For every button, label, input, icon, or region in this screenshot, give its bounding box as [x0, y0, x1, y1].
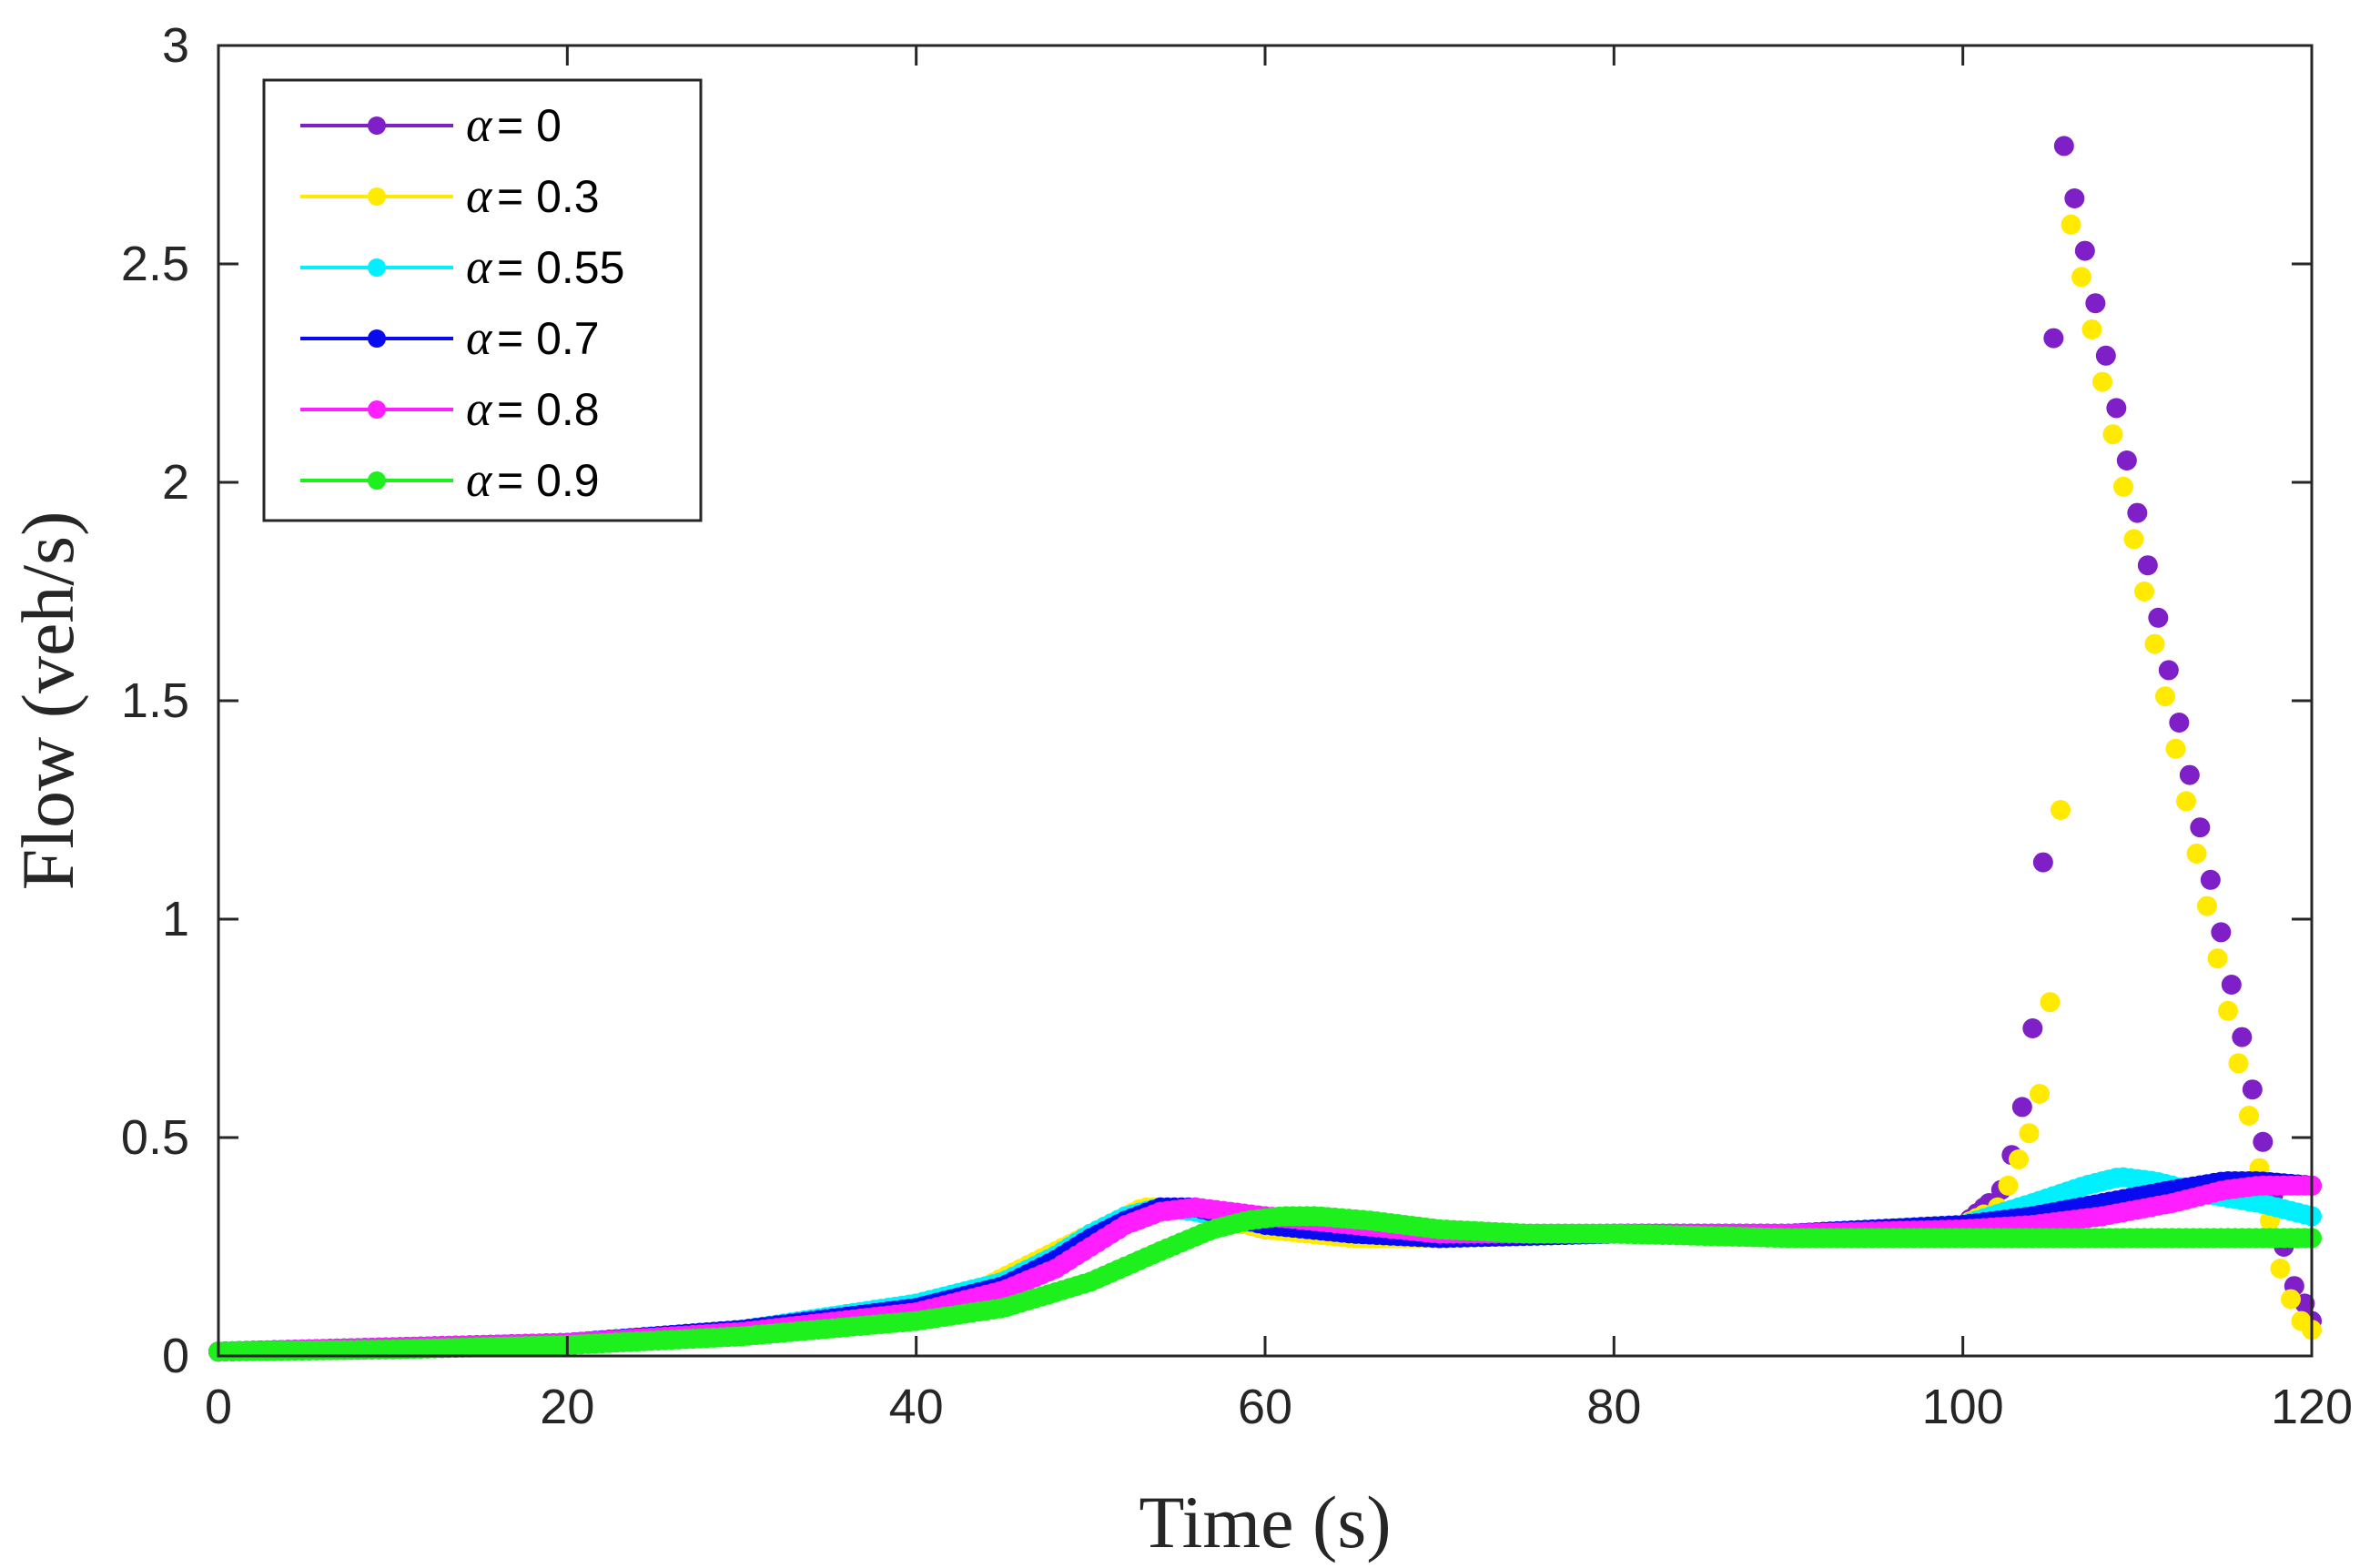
- data-point: [2071, 267, 2091, 288]
- data-point: [2232, 1027, 2253, 1047]
- data-point: [2127, 502, 2148, 523]
- data-point: [2095, 345, 2116, 366]
- data-point: [2123, 529, 2144, 550]
- x-tick-label: 100: [1922, 1380, 2004, 1434]
- plot-marks: [208, 136, 2322, 1362]
- data-point: [2158, 660, 2179, 681]
- legend-entry: α = 0.3: [300, 168, 600, 223]
- data-point: [2242, 1079, 2263, 1100]
- y-axis-title: Flow (veh/s): [6, 511, 89, 891]
- x-tick-label: 120: [2271, 1380, 2353, 1434]
- data-point: [2239, 1106, 2259, 1126]
- y-tick-label: 2: [162, 455, 189, 510]
- legend-label: = 0.3: [497, 171, 600, 222]
- x-tick-label: 80: [1586, 1380, 1641, 1434]
- data-point: [2176, 791, 2196, 812]
- data-point: [2253, 1131, 2274, 1152]
- data-point: [2211, 922, 2232, 943]
- legend-entry: α = 0.8: [300, 381, 600, 436]
- legend-alpha-symbol: α: [466, 239, 493, 294]
- data-point: [2040, 992, 2061, 1013]
- series-5: [208, 1206, 2322, 1362]
- data-point: [2022, 1018, 2043, 1038]
- y-tick-label: 1.5: [121, 673, 189, 728]
- x-tick-label: 0: [205, 1380, 232, 1434]
- legend: α = 0α = 0.3α = 0.55α = 0.7α = 0.8α = 0.…: [262, 78, 703, 522]
- data-point: [2019, 1123, 2040, 1144]
- legend-marker: [368, 258, 386, 277]
- x-tick-label: 20: [540, 1380, 594, 1434]
- legend-entry: α = 0.7: [300, 310, 600, 365]
- data-point: [2061, 214, 2081, 235]
- data-point: [2032, 852, 2053, 873]
- legend-label: = 0.8: [497, 384, 600, 435]
- data-point: [2102, 424, 2123, 445]
- data-point: [2281, 1289, 2301, 1310]
- data-point: [2092, 371, 2112, 392]
- data-point: [2169, 713, 2190, 733]
- data-point: [2081, 319, 2102, 339]
- legend-marker: [368, 116, 386, 135]
- legend-alpha-symbol: α: [466, 452, 493, 507]
- legend-marker: [368, 329, 386, 348]
- legend-alpha-symbol: α: [466, 381, 493, 436]
- x-tick-label: 40: [889, 1380, 944, 1434]
- data-point: [2190, 817, 2211, 838]
- data-point: [2218, 1000, 2238, 1021]
- data-point: [2011, 1097, 2032, 1118]
- y-tick-label: 0.5: [121, 1110, 189, 1165]
- data-point: [1998, 1175, 2019, 1196]
- legend-marker: [368, 400, 386, 419]
- data-point: [2207, 948, 2228, 969]
- legend-box: [262, 78, 703, 522]
- data-point: [2106, 398, 2127, 419]
- data-point: [2053, 136, 2074, 157]
- legend-alpha-symbol: α: [466, 97, 493, 152]
- data-point: [2155, 686, 2175, 707]
- data-point: [2197, 895, 2217, 916]
- data-point: [2221, 975, 2242, 995]
- data-point: [2179, 764, 2200, 785]
- y-tick-label: 3: [162, 18, 189, 73]
- axis-ticks: 0 20 40 60 80 100 120 0 0.5 1 1.5 2 2.5 3: [121, 18, 2353, 1434]
- data-point: [2051, 800, 2071, 820]
- data-point: [2116, 450, 2137, 470]
- x-axis-title: Time (s): [1139, 1481, 1391, 1563]
- data-point: [2043, 328, 2064, 349]
- data-point: [2148, 607, 2169, 628]
- legend-label: = 0: [497, 100, 562, 151]
- data-point: [2200, 869, 2221, 890]
- y-tick-label: 1: [162, 892, 189, 946]
- data-point: [2064, 188, 2085, 208]
- y-tick-label: 0: [162, 1329, 189, 1383]
- data-point: [2113, 476, 2133, 497]
- legend-entry: α = 0.9: [300, 452, 600, 507]
- data-point: [2085, 293, 2106, 314]
- data-point: [2270, 1259, 2291, 1279]
- legend-label: = 0.7: [497, 313, 600, 364]
- legend-alpha-symbol: α: [466, 168, 493, 223]
- data-point: [2009, 1149, 2029, 1169]
- data-point: [2074, 240, 2095, 261]
- data-point: [2137, 555, 2158, 576]
- legend-label: = 0.9: [497, 455, 600, 506]
- legend-entry: α = 0.55: [300, 239, 624, 294]
- data-point: [2186, 844, 2207, 864]
- data-point: [2144, 633, 2165, 654]
- legend-marker: [368, 187, 386, 206]
- legend-entry: α = 0: [300, 97, 562, 152]
- y-tick-label: 2.5: [121, 237, 189, 291]
- data-point: [2134, 582, 2154, 602]
- data-point: [2165, 738, 2186, 759]
- data-point: [2030, 1084, 2050, 1104]
- x-tick-label: 60: [1238, 1380, 1292, 1434]
- data-point: [2228, 1053, 2249, 1074]
- legend-label: = 0.55: [497, 242, 624, 293]
- legend-marker: [368, 471, 386, 490]
- legend-alpha-symbol: α: [466, 310, 493, 365]
